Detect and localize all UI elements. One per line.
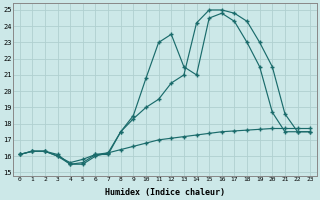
X-axis label: Humidex (Indice chaleur): Humidex (Indice chaleur) [105,188,225,197]
